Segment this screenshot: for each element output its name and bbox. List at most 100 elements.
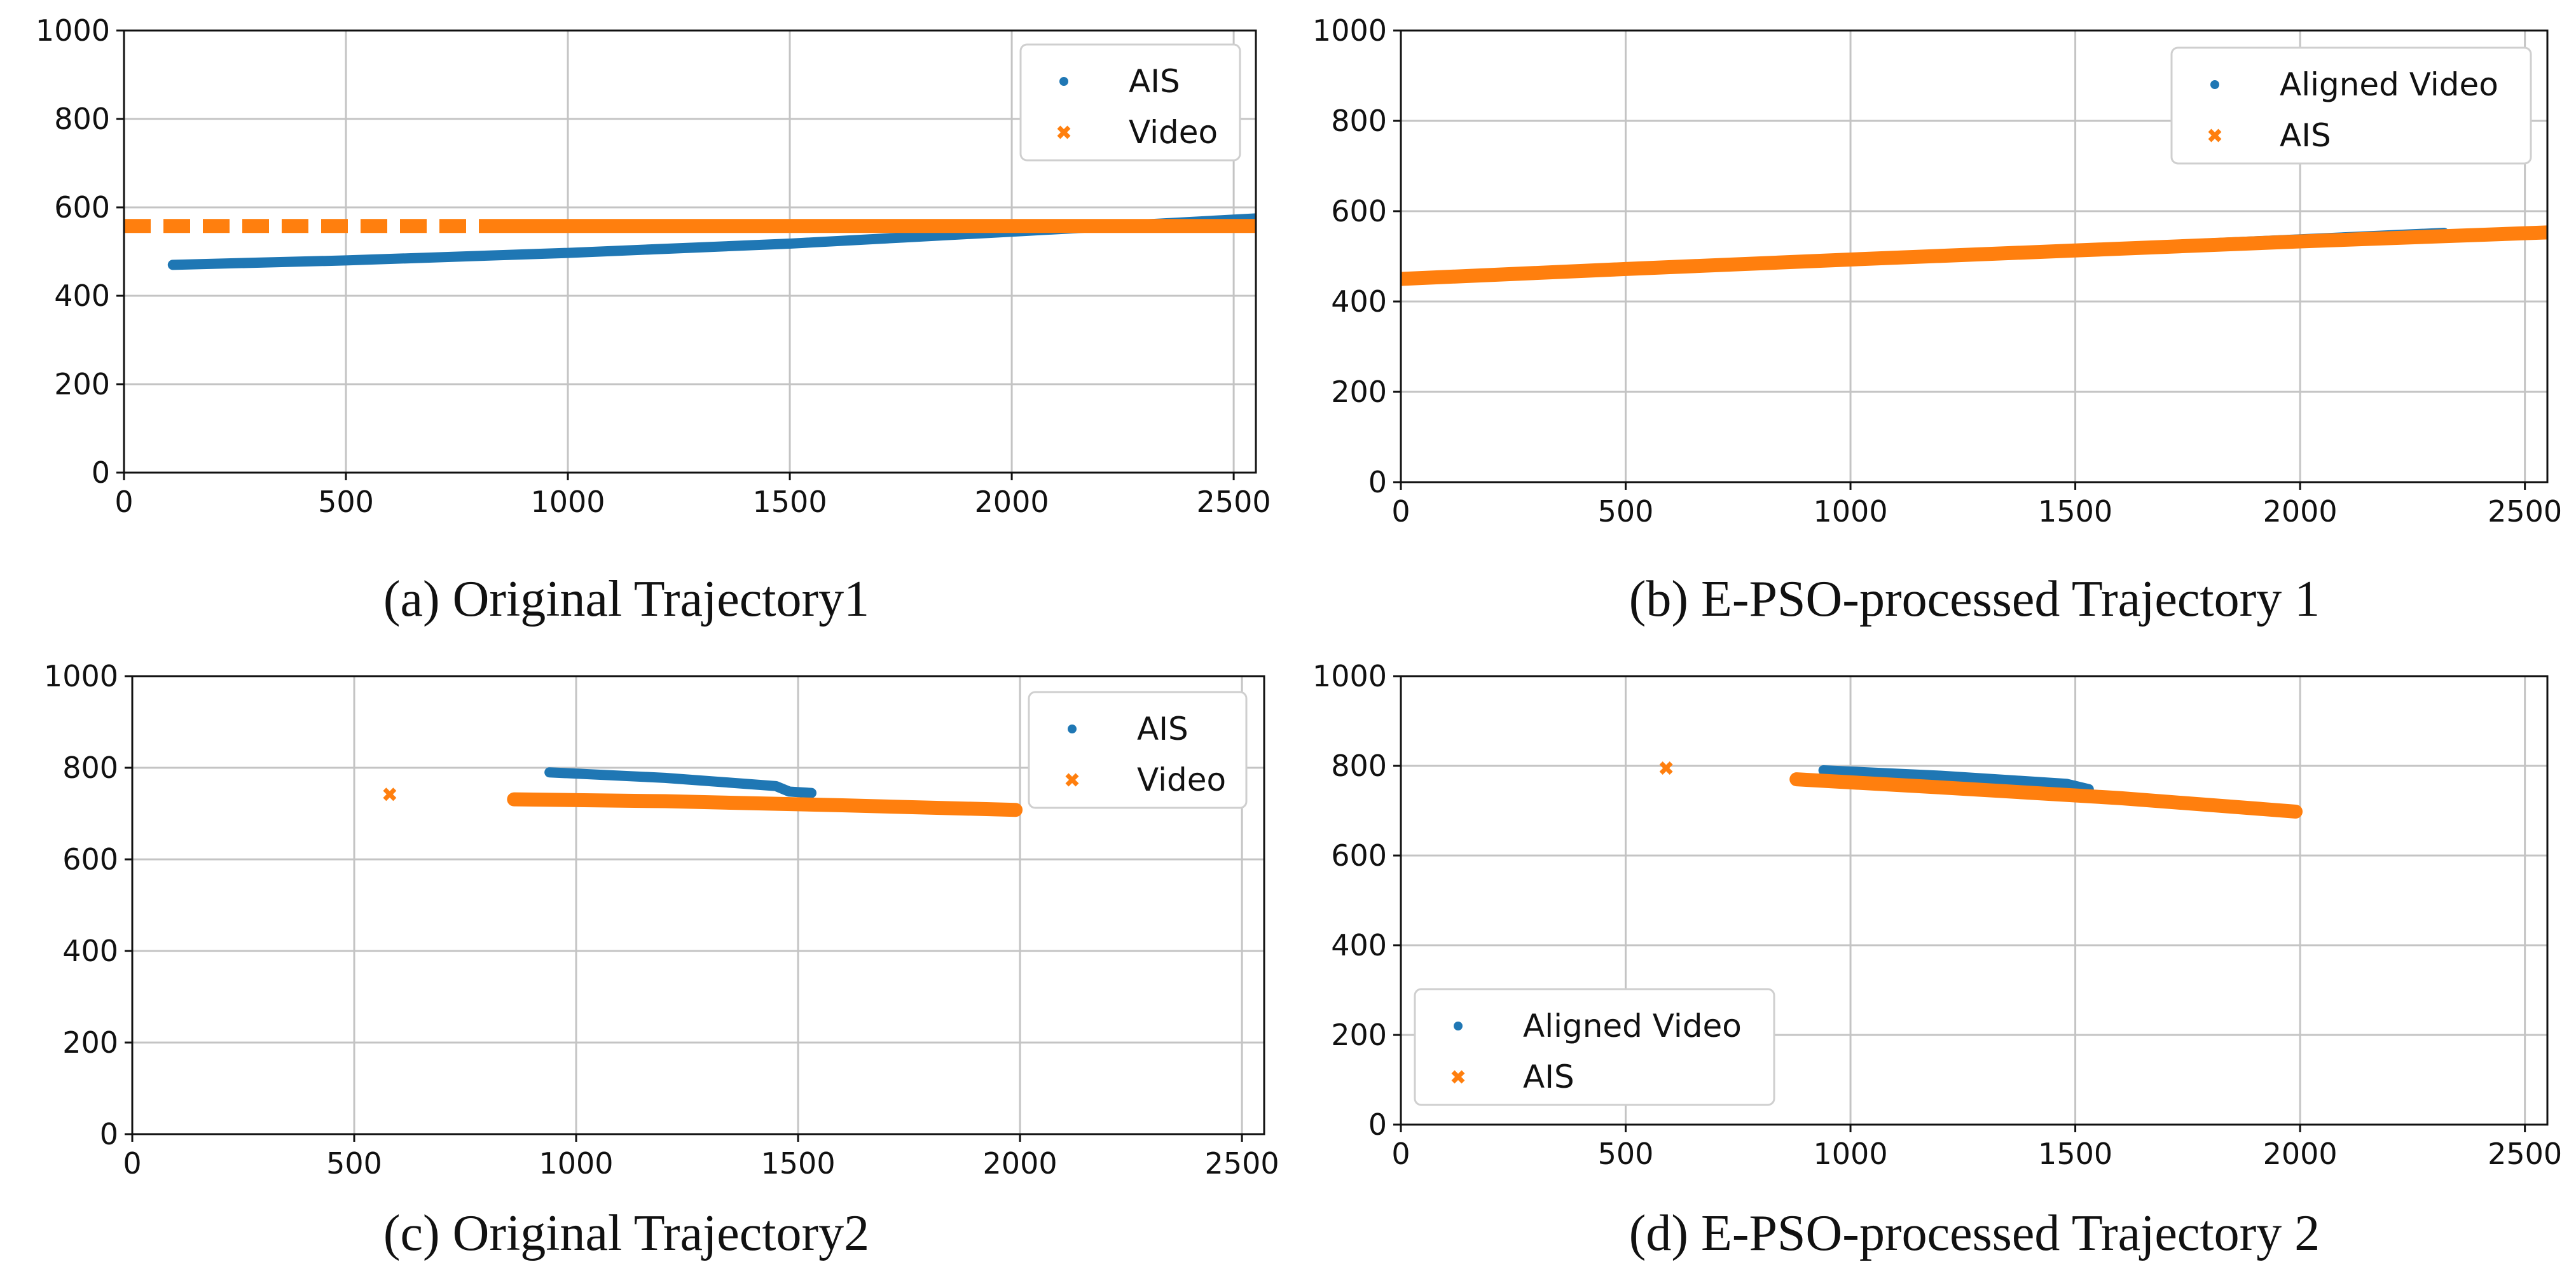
panel-c-data <box>383 767 1023 817</box>
panel-a-legend-marker-1 <box>1057 125 1071 139</box>
panel-b-frame <box>1400 29 2549 483</box>
panel-b-series-ais <box>1401 225 2547 286</box>
panel-b-legend-label-0: Aligned Video <box>2280 66 2498 103</box>
panel-d-ytick-label: 1000 <box>1312 659 1387 693</box>
panel-a-xtick-label: 1000 <box>531 485 605 519</box>
panel-a-ytick-label: 0 <box>92 455 110 490</box>
panel-b-xtick-label: 2000 <box>2263 494 2338 529</box>
panel-a-legend-box <box>1019 43 1241 162</box>
panel-b-ytick-label: 600 <box>1331 194 1387 228</box>
panel-c-trajectory-line <box>507 792 1023 817</box>
panel-b-ytick-label: 800 <box>1331 104 1387 138</box>
panel-a-legend: AIS Video <box>1019 43 1241 162</box>
panel-d-outlier-point <box>1659 761 1673 775</box>
panel-d-series-aligned-video <box>1818 765 2094 794</box>
panel-d-ytick-label: 600 <box>1331 838 1387 873</box>
panel-c-legend-label-1: Video <box>1137 761 1226 798</box>
panel-d-legend-label-1: AIS <box>1523 1058 1574 1095</box>
panel-d-trajectory-line <box>1818 765 2094 794</box>
panel-c-ytick-label: 400 <box>62 934 118 968</box>
panel-c-caption: (c) Original Trajectory2 <box>383 1205 869 1261</box>
panel-c-ytick-label: 600 <box>62 842 118 877</box>
panel-b-trajectory-line <box>1401 225 2547 286</box>
panel-d-legend-box <box>1414 988 1775 1106</box>
panel-a-xtick-label: 0 <box>114 485 133 519</box>
panel-c-xtick-label: 500 <box>326 1146 382 1181</box>
panel-c-legend-label-0: AIS <box>1137 711 1188 747</box>
panel-c-series-ais <box>544 767 816 798</box>
panel-c-frame <box>131 675 1265 1135</box>
panel-b-xtick-label: 1000 <box>1814 494 1888 529</box>
panel-d-xtick-label: 2500 <box>2488 1137 2562 1171</box>
panel-c-legend-marker-1 <box>1065 773 1079 787</box>
panel-c-ytick-label: 200 <box>62 1025 118 1060</box>
panel-c-xtick-label: 1500 <box>761 1146 836 1181</box>
panel-b-caption: (b) E-PSO-processed Trajectory 1 <box>1629 571 2320 627</box>
panel-b-xtick-label: 500 <box>1598 494 1654 529</box>
panel-a-legend-label-1: Video <box>1129 114 1218 151</box>
panel-d-ytick-label: 400 <box>1331 928 1387 962</box>
panel-d-legend-marker-0 <box>1454 1022 1463 1030</box>
panel-a-xtick-label: 1500 <box>753 485 827 519</box>
panel-c-legend: AIS Video <box>1028 691 1248 809</box>
panel-c-trajectory-line <box>544 767 816 798</box>
panel-a-ytick-label: 1000 <box>36 13 110 48</box>
panel-d-ytick-label: 200 <box>1331 1018 1387 1052</box>
panel-b-xtick-label: 1500 <box>2038 494 2112 529</box>
panel-a-legend-marker-0 <box>1059 77 1068 86</box>
panel-b-legend-marker-0 <box>2210 80 2219 89</box>
panel-b-legend-label-1: AIS <box>2280 117 2331 154</box>
panel-d-caption: (d) E-PSO-processed Trajectory 2 <box>1629 1205 2320 1261</box>
panel-d-xtick-label: 2000 <box>2263 1137 2338 1171</box>
panel-b-data <box>1401 225 2547 286</box>
panel-b-ytick-label: 0 <box>1368 465 1387 499</box>
panel-a-ytick-label: 600 <box>54 190 110 225</box>
panel-c-xtick-label: 2500 <box>1205 1146 1279 1181</box>
panel-c-series-video <box>383 787 1023 817</box>
panel-b-legend: Aligned Video AIS <box>2170 46 2532 165</box>
panel-d-legend: Aligned Video AIS <box>1414 988 1775 1106</box>
panel-d-xtick-label: 500 <box>1598 1137 1654 1171</box>
panel-d: 0 500 1000 1500 2000 2500 0 200 400 600 800 1000 Ali… <box>1312 659 2562 1261</box>
panel-b-legend-marker-1 <box>2208 128 2222 142</box>
panel-b: 0 500 1000 1500 2000 2500 0 200 400 600 800 1000 Ali… <box>1312 13 2562 627</box>
panel-d-ytick-label: 0 <box>1368 1107 1387 1142</box>
panel-c-legend-box <box>1028 691 1248 809</box>
panel-a-ytick-label: 200 <box>54 367 110 401</box>
panel-c-outlier-point <box>383 787 397 801</box>
panel-d-trajectory-line <box>1789 772 2303 819</box>
panel-a-xtick-label: 500 <box>318 485 374 519</box>
panel-d-series-ais <box>1659 761 2303 819</box>
panel-c-legend-marker-0 <box>1068 725 1077 733</box>
panel-b-ytick-label: 400 <box>1331 284 1387 319</box>
panel-d-frame <box>1400 675 2549 1126</box>
panel-d-legend-label-0: Aligned Video <box>1523 1008 1742 1044</box>
panel-a-frame <box>123 29 1257 474</box>
panel-c-ytick-label: 800 <box>62 751 118 785</box>
panel-c-xtick-label: 2000 <box>983 1146 1057 1181</box>
panel-a-caption: (a) Original Trajectory1 <box>383 571 869 627</box>
panel-c-ytick-label: 0 <box>100 1117 118 1151</box>
panel-c-ytick-label: 1000 <box>44 659 118 693</box>
panel-a: 0 500 1000 1500 2000 2500 0 200 400 600 800 1000 AIS… <box>36 13 1271 627</box>
panel-a-ytick-label: 400 <box>54 279 110 313</box>
panel-d-data <box>1659 761 2303 819</box>
panel-b-xtick-label: 2500 <box>2488 494 2562 529</box>
panel-c-xtick-label: 1000 <box>539 1146 614 1181</box>
panel-a-xtick-label: 2000 <box>975 485 1049 519</box>
panel-d-xtick-label: 1500 <box>2038 1137 2112 1171</box>
panel-d-legend-marker-1 <box>1451 1070 1465 1084</box>
panel-c-xtick-label: 0 <box>123 1146 141 1181</box>
panel-a-xtick-label: 2500 <box>1197 485 1271 519</box>
panel-b-xtick-label: 0 <box>1391 494 1410 529</box>
panel-b-ytick-label: 1000 <box>1312 13 1387 48</box>
panel-d-xtick-label: 1000 <box>1814 1137 1888 1171</box>
panel-b-legend-box <box>2170 46 2532 165</box>
panel-a-data <box>124 213 1256 270</box>
panel-a-ytick-label: 800 <box>54 102 110 136</box>
panel-a-legend-label-0: AIS <box>1129 63 1180 100</box>
panel-b-ytick-label: 200 <box>1331 375 1387 409</box>
panel-d-xtick-label: 0 <box>1391 1137 1410 1171</box>
panel-d-ytick-label: 800 <box>1331 749 1387 783</box>
